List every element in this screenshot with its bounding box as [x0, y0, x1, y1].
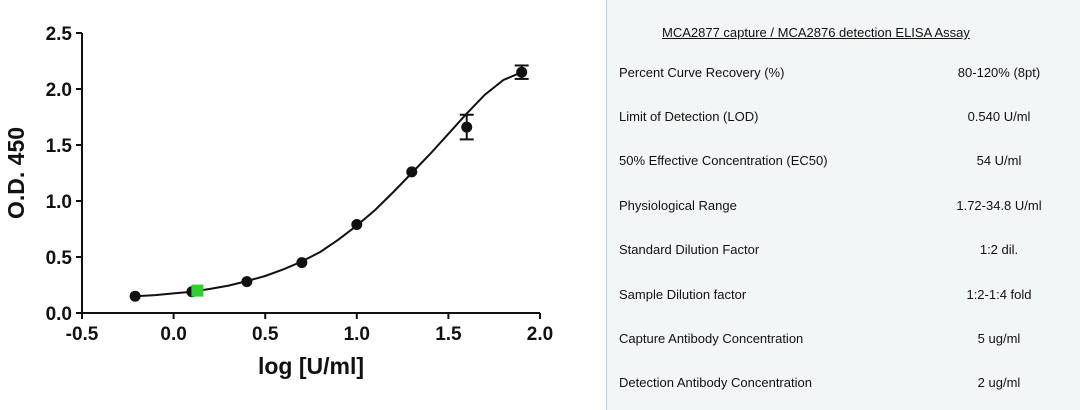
param-label: Limit of Detection (LOD): [619, 109, 759, 124]
param-label: Sample Dilution factor: [619, 287, 747, 302]
data-point: [406, 166, 418, 178]
data-point: [129, 290, 141, 302]
x-axis-title: log [U/ml]: [258, 353, 364, 379]
chart-svg: 0.00.51.01.52.02.5-0.5 0.0 0.5 1.0 1.5 2.0log…: [3, 24, 553, 379]
param-label: Capture Antibody Concentration: [619, 331, 804, 346]
y-tick-label: 0.0: [46, 304, 72, 325]
param-value: 1.72-34.8 U/ml: [956, 198, 1042, 213]
param-row: Physiological Range 1.72-34.8 U/ml: [607, 198, 1080, 218]
param-label: Detection Antibody Concentration: [619, 375, 812, 390]
data-point: [241, 276, 253, 288]
y-tick-label: 1.0: [46, 192, 72, 213]
param-label: 50% Effective Concentration (EC50): [619, 153, 828, 168]
x-tick-label: 2.0: [527, 324, 553, 345]
x-tick-label: -0.5: [66, 324, 99, 345]
param-row: Percent Curve Recovery (%) 80-120% (8pt): [607, 65, 1080, 85]
data-point: [351, 219, 363, 231]
fit-curve-line: [135, 71, 523, 298]
y-tick-label: 2.0: [46, 80, 72, 101]
param-row: Capture Antibody Concentration 5 ug/ml: [607, 331, 1080, 351]
param-value: 80-120% (8pt): [957, 65, 1041, 80]
param-value: 2 ug/ml: [977, 375, 1021, 390]
y-axis-title: O.D. 450: [3, 127, 29, 219]
x-tick-label: 0.5: [252, 324, 279, 345]
x-tick-label: 1.0: [344, 324, 370, 345]
assay-parameters-panel: MCA2877 capture / MCA2876 detection ELIS…: [606, 0, 1080, 410]
param-value: 5 ug/ml: [977, 331, 1021, 346]
data-point: [516, 66, 528, 78]
assay-table-title: MCA2877 capture / MCA2876 detection ELIS…: [662, 25, 970, 40]
param-label: Percent Curve Recovery (%): [619, 65, 785, 80]
param-row: Sample Dilution factor 1:2-1:4 fold: [607, 287, 1080, 307]
param-value: 1:2-1:4 fold: [966, 287, 1032, 302]
param-row: Standard Dilution Factor 1:2 dil.: [607, 242, 1080, 262]
chart-area: 0.0 0.5 1.0 1.5 2.0 2.5 -0.5 0.0 0.5 1.0 1.5 2.0 log…: [3, 24, 554, 379]
param-value: 54 U/ml: [976, 153, 1022, 168]
y-tick-label: 0.5: [46, 248, 73, 269]
y-tick-label: 1.5: [46, 136, 73, 157]
y-tick-label: 2.5: [46, 24, 73, 45]
param-label: Physiological Range: [619, 198, 737, 213]
param-value: 0.540 U/ml: [967, 109, 1031, 124]
x-tick-label: 1.5: [435, 324, 462, 345]
param-value: 1:2 dil.: [979, 242, 1019, 257]
data-point: [296, 257, 308, 269]
data-point: [461, 121, 473, 133]
highlight-point: [191, 284, 204, 297]
x-tick-label: 0.0: [160, 324, 186, 345]
param-label: Standard Dilution Factor: [619, 242, 760, 257]
param-row: Detection Antibody Concentration 2 ug/ml: [607, 375, 1080, 395]
param-row: Limit of Detection (LOD) 0.540 U/ml: [607, 109, 1080, 129]
param-row: 50% Effective Concentration (EC50) 54 U/…: [607, 153, 1080, 173]
